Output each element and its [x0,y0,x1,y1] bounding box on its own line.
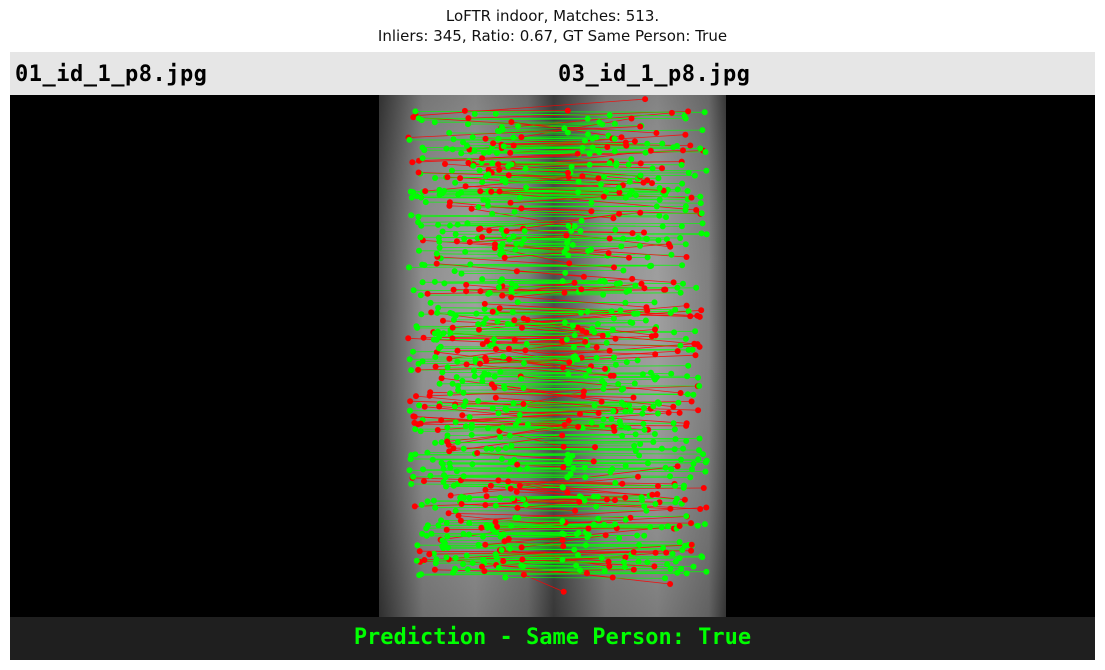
right-image-filename: 03_id_1_p8.jpg [558,62,751,87]
left-image-filename: 01_id_1_p8.jpg [15,62,208,87]
prediction-footer-bar: Prediction - Same Person: True [10,617,1095,660]
match-canvas [379,95,726,617]
match-visualization-panel: 01_id_1_p8.jpg 03_id_1_p8.jpg [10,52,1095,660]
match-lines [408,98,707,593]
title-line-1: LoFTR indoor, Matches: 513. [445,7,660,25]
figure-title: LoFTR indoor, Matches: 513. Inliers: 345… [0,6,1105,46]
match-keypoints [405,96,710,595]
title-line-2: Inliers: 345, Ratio: 0.67, GT Same Perso… [377,27,728,45]
filename-header-bar: 01_id_1_p8.jpg 03_id_1_p8.jpg [10,52,1095,95]
prediction-text: Prediction - Same Person: True [353,625,752,650]
image-match-area [10,95,1095,617]
